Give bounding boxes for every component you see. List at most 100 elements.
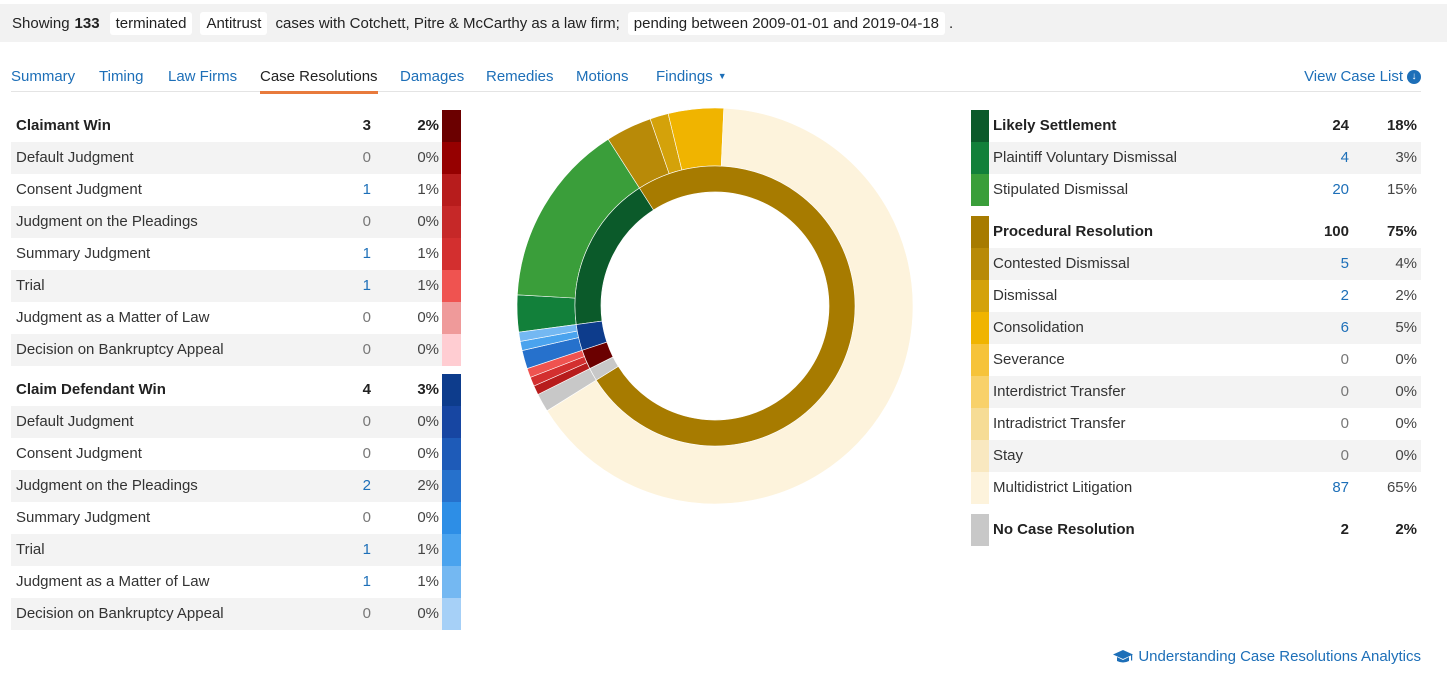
likely-settlement-header[interactable]: Likely Settlement 24 18%: [971, 110, 1421, 142]
group-pct: 2%: [1395, 521, 1417, 538]
table-row[interactable]: Default Judgment 0 0%: [11, 142, 461, 174]
table-row[interactable]: Judgment on the Pleadings 0 0%: [11, 206, 461, 238]
table-row[interactable]: Stipulated Dismissal 20 15%: [971, 174, 1421, 206]
table-row[interactable]: Consent Judgment 0 0%: [11, 438, 461, 470]
table-row[interactable]: Consolidation 6 5%: [971, 312, 1421, 344]
row-count: 0: [362, 341, 371, 358]
row-label: Intradistrict Transfer: [993, 415, 1126, 432]
row-pct: 0%: [417, 605, 439, 622]
color-swatch: [442, 142, 461, 174]
color-swatch: [442, 334, 461, 366]
row-count: 0: [362, 445, 371, 462]
table-row[interactable]: Decision on Bankruptcy Appeal 0 0%: [11, 598, 461, 630]
table-row[interactable]: Severance 0 0%: [971, 344, 1421, 376]
color-swatch: [971, 248, 989, 280]
table-row[interactable]: Contested Dismissal 5 4%: [971, 248, 1421, 280]
table-row[interactable]: Default Judgment 0 0%: [11, 406, 461, 438]
no-case-resolution-header[interactable]: No Case Resolution 2 2%: [971, 514, 1421, 546]
color-swatch: [442, 598, 461, 630]
row-count: 0: [362, 213, 371, 230]
tab-timing[interactable]: Timing: [99, 68, 144, 85]
table-row[interactable]: Trial 1 1%: [11, 270, 461, 302]
group-count: 24: [1332, 117, 1349, 134]
color-swatch: [442, 110, 461, 142]
group-count: 3: [362, 117, 371, 134]
filter-date-range-pill[interactable]: pending between 2009-01-01 and 2019-04-1…: [627, 11, 946, 35]
color-swatch: [971, 312, 989, 344]
claimant-win-header[interactable]: Claimant Win 3 2%: [11, 110, 461, 142]
claim-defendant-win-header[interactable]: Claim Defendant Win 4 3%: [11, 374, 461, 406]
row-count[interactable]: 1: [362, 573, 371, 590]
row-count[interactable]: 1: [362, 181, 371, 198]
download-circle-icon: ↓: [1407, 69, 1421, 84]
view-case-list-link[interactable]: View Case List ↓: [1304, 68, 1421, 85]
row-label: Summary Judgment: [16, 509, 151, 526]
row-label: Default Judgment: [16, 149, 134, 166]
table-row[interactable]: Multidistrict Litigation 87 65%: [971, 472, 1421, 504]
row-count[interactable]: 4: [1340, 149, 1349, 166]
row-count[interactable]: 1: [362, 277, 371, 294]
table-row[interactable]: Dismissal 2 2%: [971, 280, 1421, 312]
row-label: Trial: [16, 541, 45, 558]
row-label: Decision on Bankruptcy Appeal: [16, 341, 224, 358]
table-row[interactable]: Intradistrict Transfer 0 0%: [971, 408, 1421, 440]
row-count[interactable]: 1: [362, 245, 371, 262]
row-count: 0: [1340, 447, 1349, 464]
filter-law-firm-text: cases with Cotchett, Pitre & McCarthy as…: [275, 14, 620, 32]
table-row[interactable]: Plaintiff Voluntary Dismissal 4 3%: [971, 142, 1421, 174]
color-swatch: [442, 406, 461, 438]
row-count[interactable]: 87: [1332, 479, 1349, 496]
row-count[interactable]: 20: [1332, 181, 1349, 198]
tab-summary[interactable]: Summary: [11, 68, 76, 85]
table-row[interactable]: Judgment as a Matter of Law 0 0%: [11, 302, 461, 334]
row-pct: 5%: [1395, 319, 1417, 336]
tab-motions[interactable]: Motions: [576, 68, 629, 85]
table-row[interactable]: Interdistrict Transfer 0 0%: [971, 376, 1421, 408]
inner-slice-procedural-resolution[interactable]: [595, 165, 856, 447]
procedural-resolution-header[interactable]: Procedural Resolution 100 75%: [971, 216, 1421, 248]
row-count[interactable]: 2: [1340, 287, 1349, 304]
table-row[interactable]: Trial 1 1%: [11, 534, 461, 566]
row-count[interactable]: 1: [362, 541, 371, 558]
row-pct: 1%: [417, 541, 439, 558]
row-label: Consent Judgment: [16, 181, 142, 198]
group-label: Procedural Resolution: [993, 223, 1154, 240]
tab-remedies[interactable]: Remedies: [486, 68, 554, 85]
tab-law-firms[interactable]: Law Firms: [168, 68, 238, 85]
group-pct: 2%: [417, 117, 439, 134]
filter-status-pill[interactable]: terminated: [109, 11, 193, 35]
table-row[interactable]: Stay 0 0%: [971, 440, 1421, 472]
row-pct: 1%: [417, 245, 439, 262]
row-label: Severance: [993, 351, 1065, 368]
tab-findings[interactable]: Findings ▼: [656, 68, 727, 85]
color-swatch: [971, 216, 989, 248]
table-row[interactable]: Summary Judgment 0 0%: [11, 502, 461, 534]
group-label: Claim Defendant Win: [16, 381, 166, 398]
group-pct: 3%: [417, 381, 439, 398]
row-label: Judgment as a Matter of Law: [16, 573, 210, 590]
understanding-analytics-link[interactable]: Understanding Case Resolutions Analytics: [1112, 648, 1421, 665]
table-row[interactable]: Consent Judgment 1 1%: [11, 174, 461, 206]
row-count[interactable]: 2: [362, 477, 371, 494]
tab-case-resolutions[interactable]: Case Resolutions: [260, 68, 378, 94]
understanding-analytics-label: Understanding Case Resolutions Analytics: [1138, 648, 1421, 665]
table-row[interactable]: Decision on Bankruptcy Appeal 0 0%: [11, 334, 461, 366]
table-row[interactable]: Judgment as a Matter of Law 1 1%: [11, 566, 461, 598]
row-count[interactable]: 5: [1340, 255, 1349, 272]
tab-damages[interactable]: Damages: [400, 68, 465, 85]
row-count[interactable]: 6: [1340, 319, 1349, 336]
row-pct: 0%: [417, 149, 439, 166]
row-pct: 2%: [417, 477, 439, 494]
color-swatch: [442, 174, 461, 206]
table-row[interactable]: Judgment on the Pleadings 2 2%: [11, 470, 461, 502]
row-label: Judgment on the Pleadings: [16, 213, 198, 230]
inner-slice-claim-defendant-win[interactable]: [575, 320, 608, 351]
analytics-tabs: Summary Timing Law Firms Case Resolution…: [11, 62, 1421, 94]
filter-case-type-pill[interactable]: Antitrust: [200, 11, 268, 35]
row-count: 0: [1340, 383, 1349, 400]
group-count: 4: [362, 381, 371, 398]
row-label: Stay: [993, 447, 1024, 464]
table-row[interactable]: Summary Judgment 1 1%: [11, 238, 461, 270]
row-pct: 0%: [1395, 351, 1417, 368]
row-pct: 4%: [1395, 255, 1417, 272]
